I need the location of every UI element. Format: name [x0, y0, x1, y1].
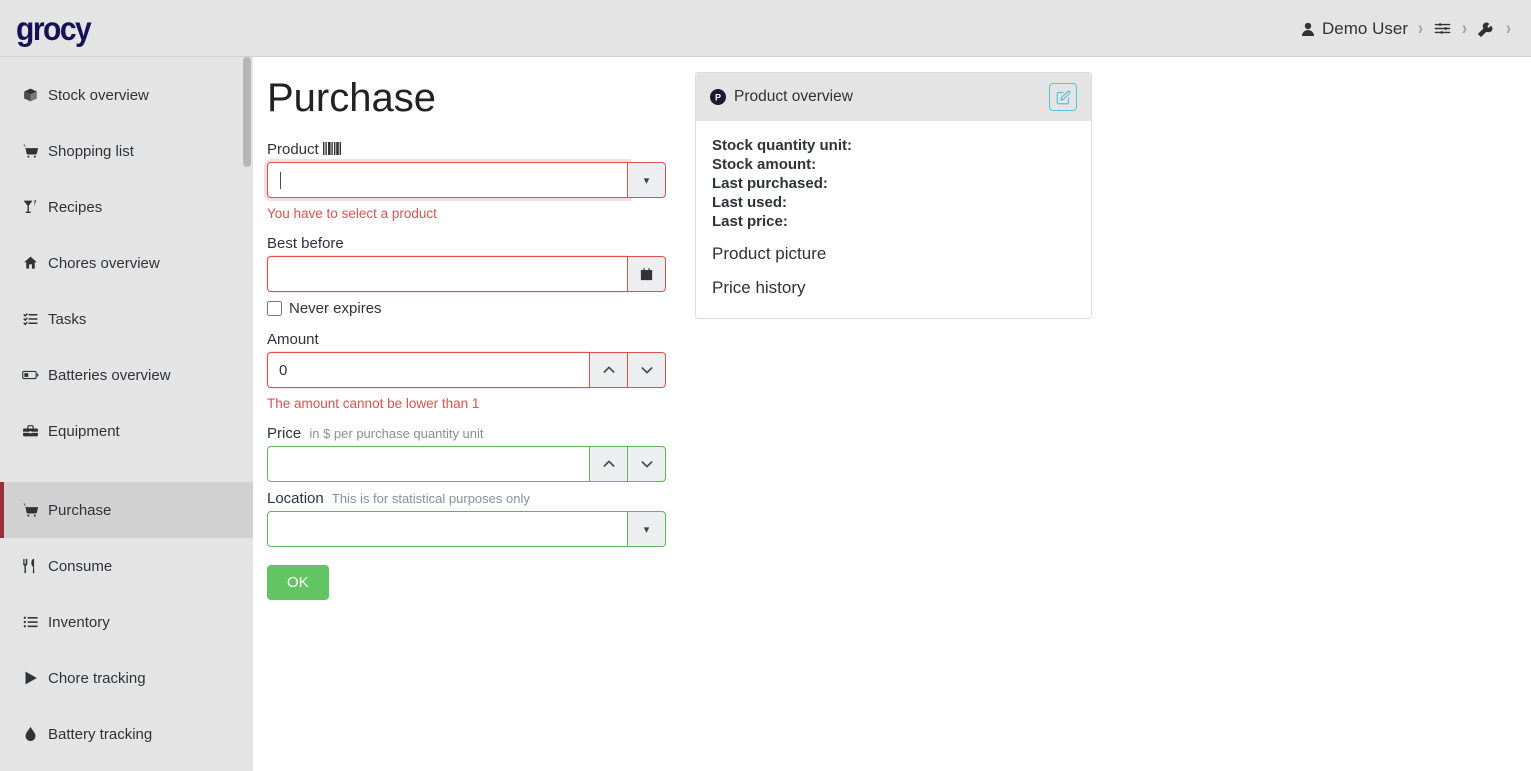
svg-text:P: P	[715, 93, 721, 103]
